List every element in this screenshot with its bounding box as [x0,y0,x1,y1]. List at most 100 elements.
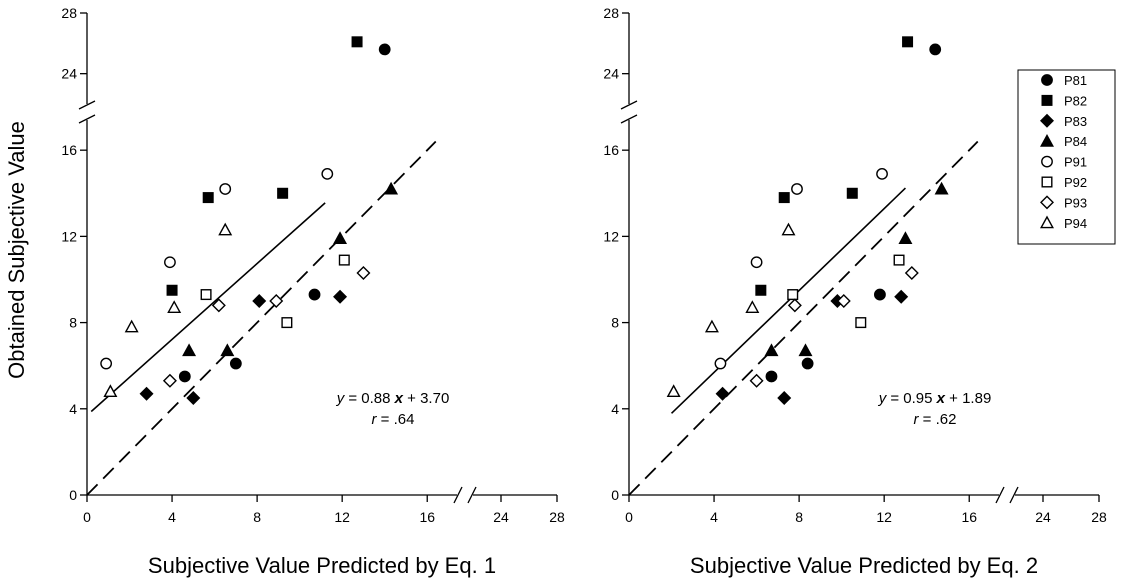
point-p82 [166,284,178,296]
legend-label: P83 [1064,114,1087,129]
x-tick-label: 12 [334,509,350,525]
legend-label: P82 [1064,93,1087,108]
point-p91 [876,167,888,180]
point-p82 [277,187,289,199]
point-p84 [220,343,235,357]
x-axis-break-mark [995,486,1005,504]
point-p93 [787,298,802,313]
point-p82 [902,36,914,48]
point-p83 [139,386,154,401]
legend-marker-p84 [1040,133,1054,147]
point-p84 [764,343,779,357]
point-p84 [384,181,399,195]
point-p91 [714,357,727,370]
point-p93 [269,294,284,309]
legend-marker-p93 [1040,195,1054,210]
legend-marker-p83 [1040,113,1054,128]
identity-line [628,140,979,496]
point-p83 [186,391,201,406]
point-p93 [749,373,764,388]
left-scatter-panel: 0 4 8 12 16 24 28 0 4 8 12 16 24 28 Subjective Value P… [61,5,565,578]
point-p91 [750,256,763,269]
point-p81 [178,370,191,383]
y-tick-label: 24 [61,66,77,82]
y-tick-label: 8 [69,315,77,331]
legend-label: P92 [1064,175,1087,190]
point-p83 [777,391,792,406]
y-tick-label: 0 [69,487,77,503]
point-p81 [874,288,886,301]
point-p82 [202,192,214,204]
point-p81 [308,288,321,301]
x-tick-label: 24 [493,509,509,525]
point-p84 [934,181,949,195]
point-p91 [791,183,803,195]
y-tick-label: 4 [611,401,619,417]
point-p94 [167,300,182,313]
point-p84 [182,343,197,357]
y-tick-label: 28 [61,5,77,21]
point-p83 [252,294,267,309]
point-p93 [836,294,851,309]
x-axis-label: Subjective Value Predicted by Eq. 1 [148,553,496,578]
regression-line [670,187,906,414]
x-tick-label: 28 [549,509,565,525]
y-tick-label: 12 [61,228,77,244]
point-p92 [281,317,293,329]
legend-marker-p82 [1041,94,1053,106]
x-tick-label: 8 [795,509,803,525]
legend-marker-p81 [1041,74,1053,86]
point-p94 [103,384,118,398]
point-p81 [378,43,391,56]
y-tick-label: 12 [603,228,619,244]
x-tick-label: 16 [419,509,435,525]
legend: P81 P82 P83 P84 P91 P92 P93 P94 [1017,69,1116,245]
y-axis-break-mark [620,114,638,124]
point-p94 [218,222,233,236]
point-p91 [100,357,113,370]
y-tick-label: 4 [69,401,77,417]
point-p91 [164,256,176,269]
y-axis-break-mark [78,114,96,124]
x-tick-label: 0 [625,509,633,525]
point-p94 [781,222,796,236]
point-p93 [904,266,919,281]
point-p84 [798,343,813,357]
point-p92 [893,254,905,266]
legend-marker-p92 [1041,176,1053,188]
point-p91 [321,167,334,180]
point-p81 [229,357,242,370]
regression-equation: y = 0.88 x + 3.70 [336,390,450,407]
y-axis-label: Obtained Subjective Value [4,121,29,379]
x-axis-break-mark [1009,486,1019,504]
point-p82 [351,36,363,48]
correlation-value: r = .64 [372,411,415,428]
point-p82 [846,187,858,199]
point-p84 [333,231,348,245]
point-p81 [801,357,814,370]
y-tick-label: 0 [611,487,619,503]
x-tick-label: 8 [253,509,261,525]
point-p94 [666,384,681,398]
point-p91 [219,183,232,195]
legend-label: P94 [1064,216,1087,231]
point-p84 [898,231,913,245]
point-p94 [124,319,139,333]
y-axis-break-mark [78,100,96,110]
point-p94 [704,319,719,333]
point-p82 [755,284,767,296]
point-p93 [356,266,371,281]
legend-label: P91 [1064,155,1087,170]
legend-marker-p94 [1040,215,1054,229]
correlation-value: r = .62 [914,411,957,428]
point-p83 [894,289,909,304]
point-p92 [200,289,212,301]
legend-box [1017,69,1116,245]
right-scatter-panel: 0 4 8 12 16 24 28 0 4 8 12 16 24 28 Subjective Value P… [603,5,1107,578]
x-axis-break-mark [467,486,477,504]
y-tick-label: 16 [61,142,77,158]
x-tick-label: 4 [168,509,176,525]
legend-label: P84 [1064,134,1087,149]
point-p82 [778,192,790,204]
y-tick-label: 8 [611,315,619,331]
